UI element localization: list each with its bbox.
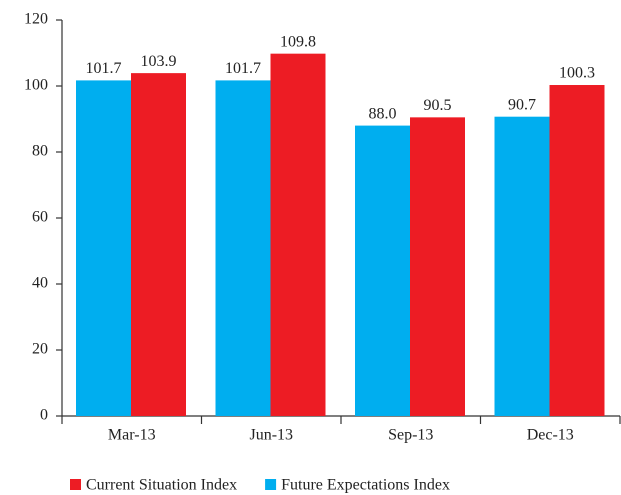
x-tick-label: Sep-13 [388,427,433,444]
bar [549,85,605,416]
bar [76,80,131,416]
legend-swatch [70,479,81,490]
value-label: 90.5 [424,97,452,114]
y-tick-label: 80 [32,143,48,160]
value-label: 109.8 [280,33,316,50]
legend-label: Current Situation Index [86,477,237,494]
value-label: 103.9 [141,53,177,70]
x-tick-label: Jun-13 [249,427,293,444]
bar [215,80,271,416]
bar [410,117,465,416]
y-tick-label: 0 [40,407,48,424]
y-tick-label: 20 [32,341,48,358]
value-label: 101.7 [86,60,122,77]
bar [131,73,186,416]
y-tick-label: 60 [32,209,48,226]
y-tick-label: 100 [24,77,48,94]
value-label: 90.7 [508,96,536,113]
y-tick-label: 40 [32,275,48,292]
bar [270,53,326,416]
legend-label: Future Expectations Index [281,477,450,494]
bar [355,125,410,416]
y-tick-label: 120 [24,11,48,28]
legend-swatch [265,479,277,490]
x-tick-label: Dec-13 [527,427,574,444]
x-tick-label: Mar-13 [108,427,156,444]
bar [494,116,550,416]
value-label: 100.3 [559,65,595,82]
value-label: 101.7 [225,60,261,77]
value-label: 88.0 [369,105,397,122]
